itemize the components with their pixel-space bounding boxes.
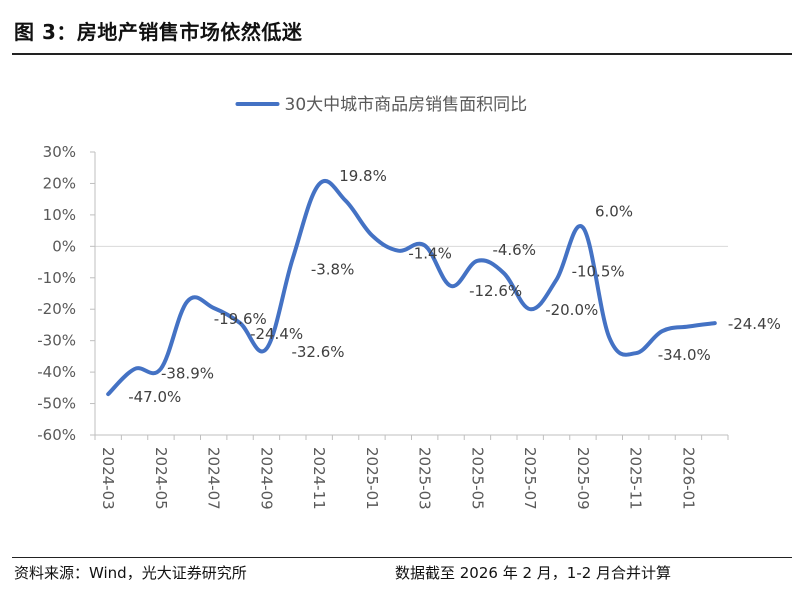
legend-label: 30大中城市商品房销售面积同比 (285, 95, 528, 115)
y-tick-label: 0% (52, 237, 76, 255)
chart-series (106, 179, 717, 397)
x-tick-label: 2025-01 (363, 447, 381, 510)
data-label: -19.6% (214, 310, 267, 328)
data-label: -32.6% (291, 343, 344, 361)
chart-data-labels: -47.0%-38.9%-19.6%-24.4%-32.6%-3.8%19.8%… (128, 167, 781, 406)
data-label: -20.0% (545, 301, 598, 319)
data-label: -1.4% (408, 245, 452, 263)
y-axis: 30% 20% 10% 0% -10% -20% -30% -40% -50% -60% (37, 143, 96, 444)
x-tick-label: 2024-03 (99, 447, 117, 510)
data-label: -3.8% (311, 260, 355, 278)
y-tick-label: 10% (43, 206, 76, 224)
x-tick-label: 2025-09 (574, 447, 592, 510)
x-tick-label: 2024-05 (152, 447, 170, 510)
y-tick-label: -30% (37, 332, 76, 350)
x-tick-label: 2025-07 (521, 447, 539, 510)
data-label: -38.9% (161, 365, 214, 383)
y-tick-label: -40% (37, 363, 76, 381)
series-line (106, 179, 717, 397)
data-cutoff-note: 数据截至 2026 年 2 月，1-2 月合并计算 (395, 564, 672, 582)
y-tick-label: -60% (37, 426, 76, 444)
title-divider (12, 53, 792, 55)
data-label: -24.4% (250, 325, 303, 343)
data-label: -47.0% (128, 388, 181, 406)
x-tick-label: 2024-09 (257, 447, 275, 510)
x-tick-label: 2025-05 (468, 447, 486, 510)
footer-divider (12, 557, 792, 558)
data-label: 6.0% (595, 202, 633, 220)
data-label: -10.5% (572, 262, 625, 280)
line-chart: 30% 20% 10% 0% -10% -20% -30% -40% -50% -60% 2024… (37, 95, 781, 510)
x-tick-label: 2024-07 (205, 447, 223, 510)
y-tick-label: -10% (37, 269, 76, 287)
chart-legend: 30大中城市商品房销售面积同比 (235, 95, 528, 115)
source-note: 资料来源：Wind，光大证券研究所 (14, 564, 247, 582)
x-tick-label: 2025-11 (627, 447, 645, 510)
data-label: -34.0% (658, 346, 711, 364)
y-tick-label: 30% (43, 143, 76, 161)
x-tick-label: 2024-11 (310, 447, 328, 510)
x-tick-label: 2026-01 (679, 447, 697, 510)
data-label: -12.6% (469, 282, 522, 300)
x-tick-label: 2025-03 (416, 447, 434, 510)
data-label: 19.8% (339, 167, 387, 185)
figure-title: 图 3：房地产销售市场依然低迷 (14, 20, 303, 44)
data-label: -24.4% (728, 315, 781, 333)
data-label: -4.6% (492, 241, 536, 259)
y-tick-label: 20% (43, 174, 76, 192)
y-tick-label: -50% (37, 395, 76, 413)
y-tick-label: -20% (37, 300, 76, 318)
x-axis: 2024-03 2024-05 2024-07 2024-09 2024-11 2025-… (94, 434, 729, 510)
